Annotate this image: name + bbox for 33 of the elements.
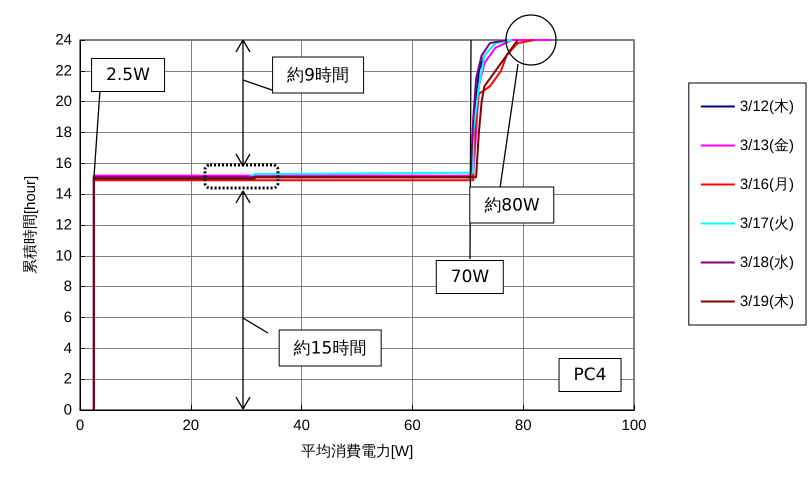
- x-tick-label: 80: [514, 417, 532, 434]
- annotation: 約15時間: [278, 330, 382, 366]
- legend-label: 3/18(水): [740, 254, 794, 271]
- y-tick-label: 8: [64, 278, 72, 296]
- x-tick-label: 20: [182, 417, 200, 434]
- x-tick-label: 100: [621, 417, 647, 434]
- x-axis-title: 平均消費電力[W]: [300, 443, 414, 460]
- x-tick-label: 0: [76, 417, 84, 434]
- y-tick-label: 18: [55, 124, 72, 141]
- legend-label: 3/17(火): [740, 215, 794, 232]
- annotation: 約9時間: [272, 56, 364, 94]
- legend-label: 3/19(木): [740, 293, 794, 310]
- y-tick-label: 14: [55, 186, 72, 203]
- legend-label: 3/16(月): [740, 176, 794, 193]
- x-tick-label: 60: [404, 417, 421, 434]
- annotation: 約80W: [469, 186, 555, 224]
- y-tick-label: 0: [64, 402, 72, 418]
- annotation: 70W: [436, 260, 504, 294]
- y-tick-label: 20: [55, 93, 72, 110]
- y-tick-label: 24: [55, 32, 72, 48]
- legend-label: 3/13(金): [740, 137, 794, 154]
- y-tick-label: 6: [64, 309, 72, 326]
- annotation: 2.5W: [91, 58, 165, 92]
- y-tick-label: 16: [55, 154, 72, 172]
- y-tick-label: 10: [55, 247, 72, 264]
- legend-label: 3/12(木): [740, 98, 794, 115]
- y-tick-label: 2: [64, 370, 72, 388]
- annotation: PC4: [558, 358, 622, 392]
- y-tick-label: 4: [64, 340, 72, 357]
- y-axis-title: 累積時間[hour]: [22, 176, 39, 274]
- y-tick-label: 22: [55, 62, 72, 80]
- x-tick-label: 40: [293, 417, 310, 434]
- y-tick-label: 12: [55, 216, 72, 234]
